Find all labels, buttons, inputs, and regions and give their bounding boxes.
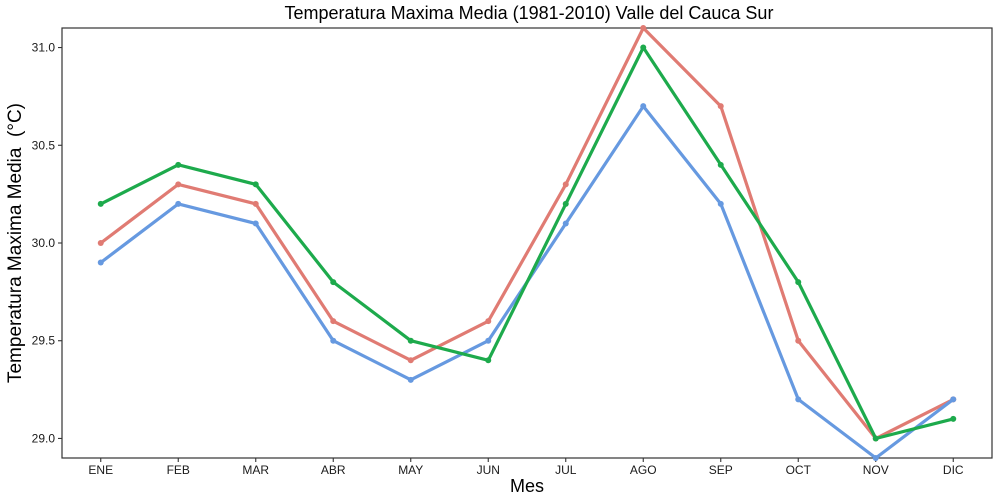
data-point: [97, 200, 104, 207]
series-layer: [97, 25, 957, 461]
data-point: [97, 259, 104, 266]
y-axis: 29.0 29.5 30.0 30.5 31.0: [32, 41, 62, 445]
data-point: [330, 337, 337, 344]
x-tick-label: JUL: [555, 463, 577, 477]
x-axis: ENE FEB MAR ABR MAY JUN JUL AGO SEP OCT NOV DIC: [88, 458, 964, 477]
data-point: [795, 396, 802, 403]
data-point: [485, 357, 492, 364]
data-point: [330, 318, 337, 325]
x-tick-label: FEB: [167, 463, 190, 477]
y-tick-label: 29.0: [32, 431, 56, 445]
data-point: [485, 318, 492, 325]
data-point: [175, 181, 182, 188]
data-point: [485, 337, 492, 344]
data-point: [407, 337, 414, 344]
x-tick-label: MAY: [398, 463, 423, 477]
series-line: [99, 45, 955, 441]
data-point: [640, 103, 647, 110]
data-point: [562, 181, 569, 188]
data-point: [330, 279, 337, 286]
y-tick-label: 30.0: [32, 236, 56, 250]
data-point: [950, 415, 957, 422]
data-point: [407, 376, 414, 383]
data-point: [872, 455, 879, 461]
data-point: [640, 44, 647, 51]
x-tick-label: OCT: [786, 463, 812, 477]
y-tick-label: 31.0: [32, 41, 56, 55]
data-point: [795, 337, 802, 344]
data-point: [562, 220, 569, 227]
data-point: [407, 357, 414, 364]
data-point: [717, 200, 724, 207]
data-point: [175, 200, 182, 207]
x-tick-label: MAR: [242, 463, 269, 477]
x-axis-label: Mes: [509, 476, 544, 496]
data-point: [950, 396, 957, 403]
data-point: [562, 200, 569, 207]
chart-title: Temperatura Maxima Media (1981-2010) Val…: [284, 3, 774, 23]
x-tick-label: SEP: [709, 463, 733, 477]
x-tick-label: NOV: [863, 463, 889, 477]
series-line: [99, 26, 955, 441]
data-point: [97, 240, 104, 246]
x-tick-label: DIC: [943, 463, 964, 477]
x-tick-label: AGO: [630, 463, 657, 477]
data-point: [252, 181, 259, 188]
x-tick-label: ENE: [88, 463, 113, 477]
data-point: [717, 161, 724, 168]
plot-panel: [61, 27, 993, 459]
data-point: [717, 103, 724, 110]
x-tick-label: JUN: [477, 463, 500, 477]
data-point: [252, 200, 259, 207]
x-tick-label: ABR: [321, 463, 346, 477]
data-point: [640, 25, 647, 31]
y-tick-label: 29.5: [32, 334, 56, 348]
data-point: [175, 161, 182, 168]
series-3: [97, 44, 957, 442]
y-tick-label: 30.5: [32, 138, 56, 152]
data-point: [872, 435, 879, 442]
data-point: [252, 220, 259, 227]
data-point: [795, 279, 802, 286]
